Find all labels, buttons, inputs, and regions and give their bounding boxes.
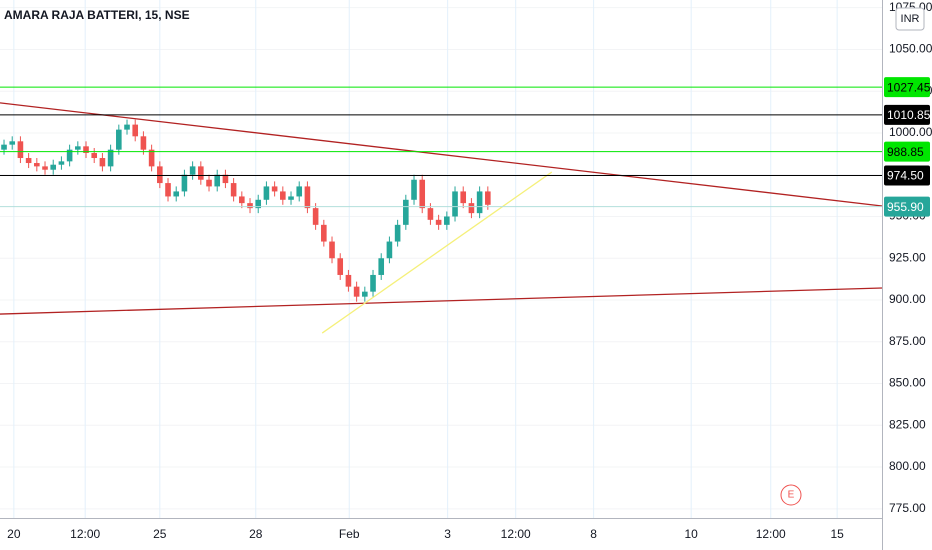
candle-body xyxy=(124,124,130,130)
candle-body xyxy=(157,166,163,184)
candle-body xyxy=(83,146,89,154)
candle-body xyxy=(378,258,385,275)
x-tick-label: 10 xyxy=(685,527,699,541)
x-tick-label: 25 xyxy=(153,527,167,541)
candle-body xyxy=(296,186,303,197)
y-tick-label: 875.00 xyxy=(889,334,926,348)
currency-box[interactable] xyxy=(895,7,925,31)
candle-body xyxy=(239,196,245,204)
x-tick-label: 20 xyxy=(7,527,21,541)
x-tick-label: 8 xyxy=(590,527,597,541)
candle-body xyxy=(107,149,114,167)
y-tick-label: 925.00 xyxy=(889,250,926,264)
candle-body xyxy=(42,166,48,170)
candle-body xyxy=(304,186,311,209)
candle-body xyxy=(321,224,327,242)
candle-body xyxy=(75,146,81,150)
candle-body xyxy=(271,186,278,192)
candle-body xyxy=(280,191,286,200)
candle-body xyxy=(165,183,171,197)
candle-body xyxy=(247,203,253,209)
candle-body xyxy=(427,208,434,220)
price-label: 1010.85 xyxy=(887,108,931,122)
candle-body xyxy=(460,191,467,204)
candle-body xyxy=(476,191,483,214)
candle-body xyxy=(9,141,16,145)
event-marker[interactable]: E xyxy=(788,490,795,501)
trend-line xyxy=(0,287,883,315)
candle-body xyxy=(99,158,106,167)
candle-body xyxy=(58,161,65,165)
price-label: 955.90 xyxy=(887,200,924,214)
currency[interactable]: INR xyxy=(901,13,920,25)
candle-body xyxy=(419,179,426,209)
candle-body xyxy=(255,199,262,209)
x-tick-label: 15 xyxy=(830,527,844,541)
candle-body xyxy=(25,158,32,164)
y-tick-label: 900.00 xyxy=(889,292,926,306)
price-label-box xyxy=(884,77,930,98)
candle-body xyxy=(222,174,229,184)
candle-body xyxy=(353,286,360,297)
candle-body xyxy=(230,183,237,197)
candle-body xyxy=(189,166,196,175)
candle-body xyxy=(263,186,270,200)
x-tick-label: 12:00 xyxy=(70,527,100,541)
candle-body xyxy=(288,196,294,200)
candle-body xyxy=(370,274,376,292)
price-label: 1027.45 xyxy=(887,80,931,94)
candle-body xyxy=(1,144,7,150)
price-label: 974.50 xyxy=(887,169,924,183)
candle-body xyxy=(362,291,368,297)
candle-body xyxy=(435,219,442,225)
y-tick-label: 1050.00 xyxy=(889,42,932,56)
candle-body xyxy=(394,224,401,242)
chart-title: AMARA RAJA BATTERI, 15, NSE xyxy=(4,8,190,22)
candle-body xyxy=(444,216,450,225)
candle-body xyxy=(345,274,352,287)
y-tick-label: 825.00 xyxy=(889,417,926,431)
x-tick-label: 12:00 xyxy=(756,527,786,541)
price-label-box xyxy=(884,104,930,125)
candle-body xyxy=(17,141,24,159)
trend-line xyxy=(0,102,883,207)
candle-body xyxy=(148,149,155,167)
candle-body xyxy=(91,153,98,159)
candle-body xyxy=(66,149,73,162)
candle-body xyxy=(485,191,491,205)
candle-body xyxy=(411,179,417,200)
candle-body xyxy=(312,208,319,225)
price-label-box xyxy=(884,196,930,217)
candle-body xyxy=(34,163,40,167)
event-marker-circle[interactable] xyxy=(780,484,802,506)
y-tick-label: 800.00 xyxy=(889,459,926,473)
candle-body xyxy=(452,191,458,217)
candle-body xyxy=(337,258,344,275)
candle-body xyxy=(386,241,393,259)
candle-body xyxy=(206,179,212,187)
price-label-box xyxy=(884,165,930,186)
x-tick-label: 28 xyxy=(249,527,263,541)
x-tick-label: 12:00 xyxy=(501,527,531,541)
y-tick-label: 1000.00 xyxy=(889,125,932,139)
x-tick-label: 3 xyxy=(444,527,451,541)
candle-body xyxy=(116,129,122,150)
candle-body xyxy=(50,164,57,170)
candle-body xyxy=(403,199,409,225)
price-label: 988.85 xyxy=(887,145,924,159)
candle-body xyxy=(140,136,147,150)
candle-body xyxy=(214,174,221,187)
candle-body xyxy=(173,191,180,197)
price-label-box xyxy=(884,141,930,162)
candle-body xyxy=(198,166,204,180)
x-tick-label: Feb xyxy=(339,527,360,541)
candle-body xyxy=(181,174,188,192)
candle-body xyxy=(468,203,475,214)
y-tick-label: 775.00 xyxy=(889,501,926,515)
trend-line xyxy=(321,171,553,334)
candle-body xyxy=(132,124,139,137)
candle-body xyxy=(329,241,335,259)
y-tick-label: 850.00 xyxy=(889,376,926,390)
